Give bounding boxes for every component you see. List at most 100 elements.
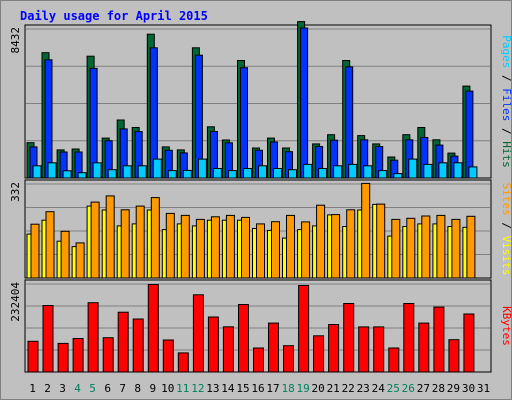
- bar-sites: [466, 215, 476, 279]
- x-tick-label: 8: [134, 382, 141, 395]
- bar-pages: [273, 168, 282, 179]
- bar-sites: [195, 218, 205, 279]
- bar-pages: [227, 170, 237, 179]
- bar-sites: [451, 218, 461, 279]
- bar-pages: [333, 165, 343, 179]
- x-tick-label: 1: [29, 382, 36, 395]
- bar-kbytes: [403, 303, 415, 373]
- bar-sites: [150, 197, 160, 279]
- bar-kbytes: [358, 326, 370, 373]
- x-tick-label: 31: [477, 382, 490, 395]
- bar-sites: [225, 214, 235, 279]
- bar-pages: [438, 162, 448, 179]
- bar-pages: [32, 165, 42, 179]
- bar-sites: [361, 182, 371, 279]
- bar-sites: [421, 215, 431, 279]
- bar-sites: [180, 214, 190, 279]
- bar-pages: [393, 173, 403, 179]
- bar-kbytes: [42, 305, 54, 373]
- bar-pages: [243, 168, 252, 179]
- panel-legend: KBytes: [500, 306, 512, 346]
- bar-pages: [77, 172, 87, 179]
- bar-kbytes: [147, 284, 159, 373]
- bar-sites: [391, 218, 401, 279]
- panel-legend: Pages / Files / Hits: [500, 35, 512, 168]
- x-tick-label: 3: [59, 382, 66, 395]
- x-tick-label: 13: [206, 382, 219, 395]
- x-tick-label: 26: [402, 382, 415, 395]
- bar-sites: [120, 209, 130, 279]
- x-tick-label: 27: [417, 382, 430, 395]
- legend-entry: Visits: [500, 236, 512, 276]
- bar-pages: [212, 168, 222, 179]
- bar-kbytes: [27, 340, 39, 373]
- bar-pages: [363, 165, 373, 179]
- x-tick-label: 16: [251, 382, 264, 395]
- x-tick-label: 25: [387, 382, 400, 395]
- bar-sites: [316, 204, 326, 279]
- x-tick-label: 5: [89, 382, 96, 395]
- bar-kbytes: [268, 322, 279, 373]
- bar-pages: [378, 170, 388, 179]
- bar-sites: [165, 212, 175, 279]
- bar-kbytes: [57, 342, 69, 373]
- x-tick-label: 10: [161, 382, 174, 395]
- x-tick-label: 14: [221, 382, 235, 395]
- x-tick-label: 12: [191, 382, 204, 395]
- bar-files: [44, 59, 53, 179]
- bar-sites: [75, 242, 85, 279]
- x-tick-label: 15: [236, 382, 249, 395]
- bar-pages: [303, 163, 313, 179]
- bar-files: [300, 27, 309, 179]
- legend-entry: Sites: [500, 183, 512, 216]
- bar-pages: [197, 158, 207, 179]
- x-tick-label: 7: [119, 382, 126, 395]
- bar-kbytes: [253, 347, 264, 373]
- x-tick-label: 11: [176, 382, 189, 395]
- bar-kbytes: [448, 339, 460, 373]
- bar-kbytes: [117, 311, 129, 373]
- legend-entry: Hits: [500, 141, 512, 168]
- bar-kbytes: [132, 318, 144, 373]
- bar-sites: [105, 195, 115, 279]
- legend-separator: /: [500, 121, 512, 141]
- bar-kbytes: [283, 345, 294, 373]
- x-tick-label: 4: [74, 382, 81, 395]
- bar-pages: [107, 169, 117, 179]
- legend-separator: /: [500, 216, 512, 236]
- bar-sites: [286, 214, 295, 279]
- bar-sites: [30, 223, 40, 279]
- bar-kbytes: [238, 304, 249, 373]
- bar-sites: [60, 230, 70, 279]
- bar-kbytes: [418, 322, 430, 373]
- panel-legend: Sites / Visits: [500, 183, 512, 276]
- x-tick-label: 22: [342, 382, 355, 395]
- x-tick-label: 21: [327, 382, 340, 395]
- bar-kbytes: [177, 352, 189, 373]
- bar-sites: [406, 217, 416, 279]
- legend-entry: Files: [500, 88, 512, 121]
- bar-pages: [318, 168, 328, 179]
- bar-sites: [241, 216, 250, 279]
- bar-sites: [90, 201, 100, 279]
- bar-sites: [210, 216, 220, 279]
- panel-max-label: 8432: [9, 27, 22, 54]
- bar-files: [89, 67, 98, 179]
- x-tick-label: 6: [104, 382, 111, 395]
- bar-sites: [346, 209, 356, 279]
- bar-files: [149, 47, 158, 179]
- bar-kbytes: [463, 313, 475, 373]
- bar-pages: [47, 162, 57, 179]
- bar-pages: [152, 158, 162, 179]
- bar-pages: [288, 169, 297, 179]
- legend-separator: /: [500, 68, 512, 88]
- bar-sites: [376, 203, 386, 279]
- panel-3: 232404 KBytes: [9, 279, 512, 373]
- x-tick-label: 30: [462, 382, 475, 395]
- bar-sites: [271, 221, 280, 279]
- bar-pages: [348, 163, 358, 179]
- bar-pages: [258, 165, 267, 179]
- bar-kbytes: [72, 338, 84, 373]
